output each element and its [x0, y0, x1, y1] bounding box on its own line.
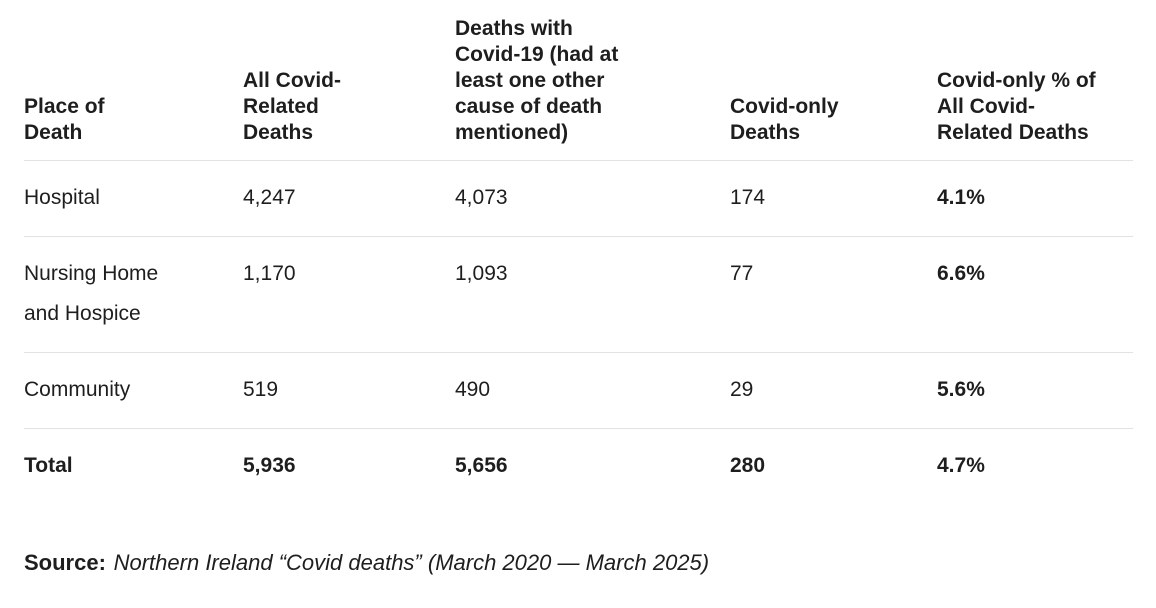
cell-covid-only: 29	[730, 352, 937, 429]
cell-deaths-with-covid: 4,073	[455, 160, 730, 237]
cell-all-covid-related: 5,936	[243, 454, 296, 477]
col-header-covid-only-percent: Covid-only % of All Covid- Related Death…	[937, 0, 1133, 161]
table-header-row: Place of Death All Covid- Related Deaths…	[24, 0, 1133, 161]
cell-deaths-with-covid: 5,656	[455, 454, 508, 477]
cell-covid-only-pct: 4.7%	[937, 454, 985, 477]
col-header-covid-only-deaths: Covid-only Deaths	[730, 0, 937, 161]
cell-covid-only-pct: 5.6%	[937, 352, 1133, 429]
table-row-total: Total 5,936 5,656 280 4.7%	[24, 429, 1133, 505]
cell-all-covid-related: 519	[243, 352, 455, 429]
cell-covid-only: 280	[730, 454, 766, 477]
cell-place: Community	[24, 352, 243, 429]
col-header-all-covid-related-deaths: All Covid- Related Deaths	[243, 0, 455, 161]
source-note: Source: Northern Ireland “Covid deaths” (…	[24, 548, 1133, 578]
cell-deaths-with-covid: 490	[455, 352, 730, 429]
table-row-nursing-home-and-hospice: Nursing Home and Hospice 1,170 1,093 77 …	[24, 236, 1133, 353]
table-row-community: Community 519 490 29 5.6%	[24, 352, 1133, 429]
col-header-deaths-with-covid19: Deaths with Covid-19 (had at least one o…	[455, 0, 730, 161]
covid-deaths-table: Place of Death All Covid- Related Deaths…	[24, 0, 1133, 504]
cell-place: Nursing Home and Hospice	[24, 236, 243, 353]
cell-all-covid-related: 4,247	[243, 160, 455, 237]
cell-deaths-with-covid: 1,093	[455, 236, 730, 353]
col-header-place-of-death: Place of Death	[24, 0, 243, 161]
cell-covid-only: 77	[730, 236, 937, 353]
cell-covid-only: 174	[730, 160, 937, 237]
cell-place: Total	[24, 454, 73, 477]
cell-place: Hospital	[24, 160, 243, 237]
source-label: Source:	[24, 550, 106, 575]
source-text: Northern Ireland “Covid deaths” (March 2…	[113, 550, 710, 575]
cell-all-covid-related: 1,170	[243, 236, 455, 353]
cell-covid-only-pct: 6.6%	[937, 236, 1133, 353]
cell-covid-only-pct: 4.1%	[937, 160, 1133, 237]
table-row-hospital: Hospital 4,247 4,073 174 4.1%	[24, 160, 1133, 237]
